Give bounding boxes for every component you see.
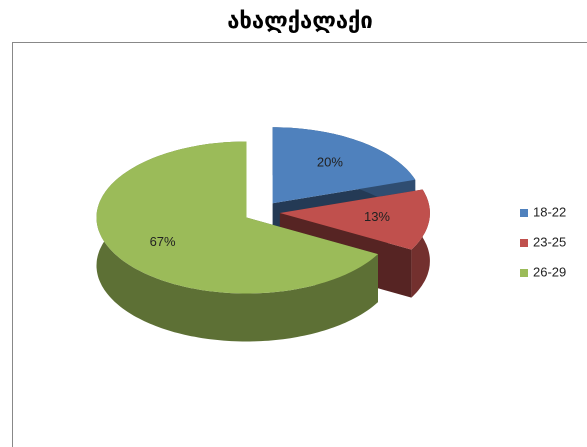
- chart-title: ახალქალაქი: [227, 9, 373, 34]
- legend-swatch: [520, 209, 528, 217]
- slice: [96, 141, 378, 294]
- legend-label: 18-22: [533, 204, 566, 219]
- legend-label: 23-25: [533, 234, 566, 249]
- data-label: 67%: [150, 234, 176, 249]
- slice: [279, 189, 430, 250]
- legend-swatch: [520, 269, 528, 277]
- legend-label: 26-29: [533, 264, 566, 279]
- data-label: 20%: [317, 155, 343, 170]
- slice: [272, 127, 416, 204]
- legend-swatch: [520, 239, 528, 247]
- data-label: 13%: [364, 209, 390, 224]
